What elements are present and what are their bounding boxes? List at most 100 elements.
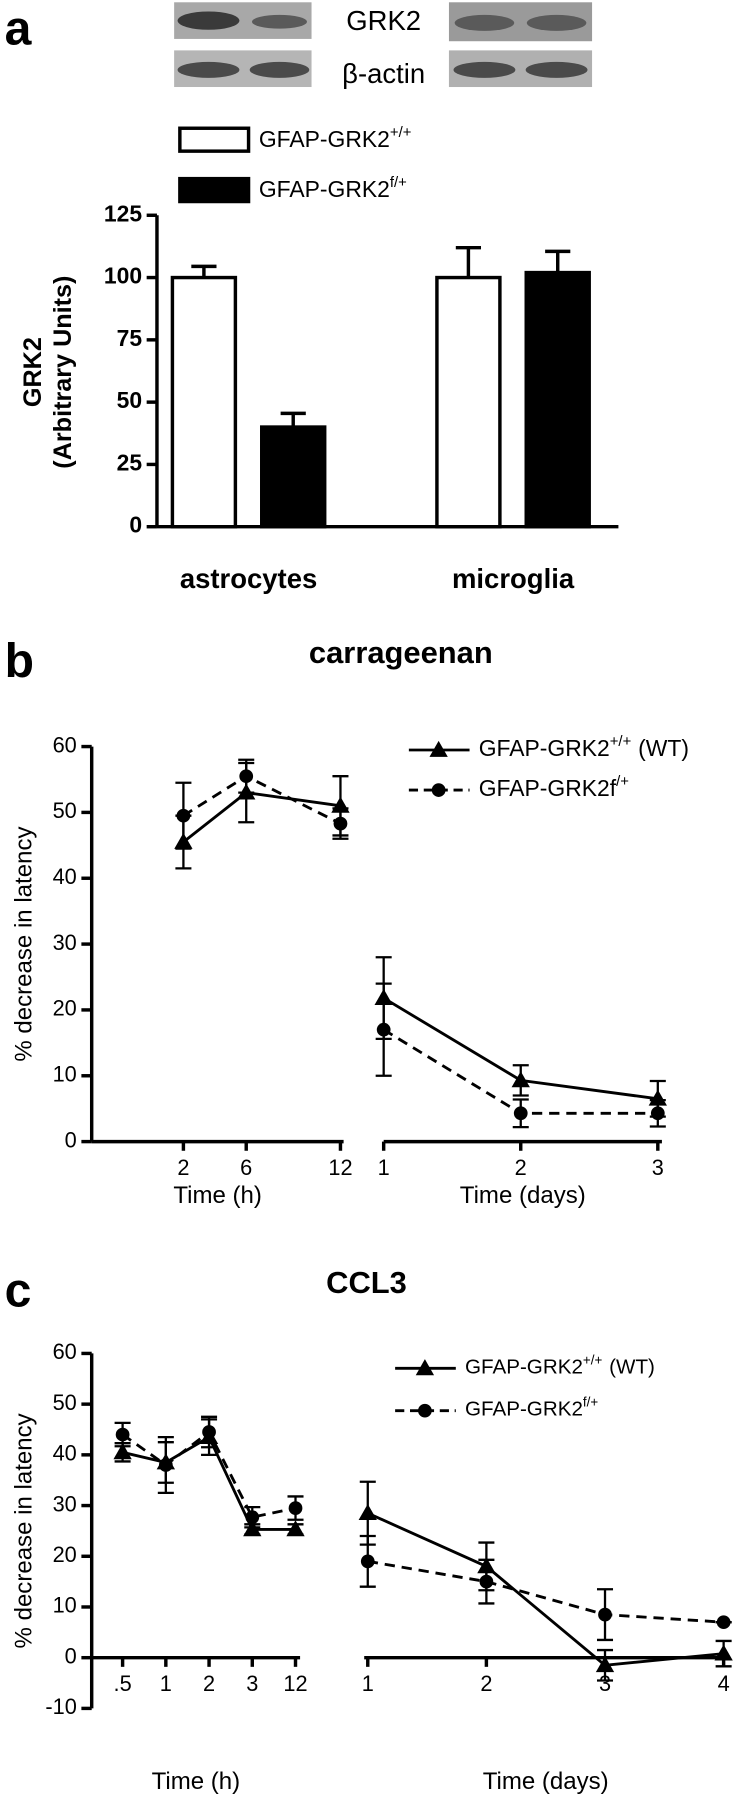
chart-title: CCL3 xyxy=(326,1265,407,1300)
legend-label: GFAP-GRK2f/+ xyxy=(479,774,629,801)
blot-band xyxy=(177,11,240,30)
circle-marker xyxy=(115,1427,130,1442)
legend-label: GFAP-GRK2+/+ (WT) xyxy=(465,1352,655,1379)
y-axis-title: (Arbitrary Units) xyxy=(49,276,77,469)
triangle-marker xyxy=(415,1359,435,1376)
x-tick-label: 12 xyxy=(283,1671,307,1696)
triangle-marker xyxy=(511,1071,530,1088)
legend-superscript: f/+ xyxy=(583,1394,598,1409)
y-tick-label: 75 xyxy=(117,325,143,351)
legend-superscript: +/+ xyxy=(390,125,412,141)
y-axis-title: GRK2 xyxy=(19,337,47,407)
circle-marker xyxy=(598,1607,612,1622)
series-line xyxy=(367,1559,724,1624)
y-tick-label: 50 xyxy=(53,798,77,823)
blot-label: β-actin xyxy=(342,58,425,89)
triangle-marker xyxy=(714,1644,733,1661)
x-tick-label: 4 xyxy=(718,1671,730,1696)
bar xyxy=(260,425,327,529)
blot-band xyxy=(453,61,516,78)
bar xyxy=(170,275,238,529)
legend-name: GFAP-GRK2 xyxy=(479,735,610,761)
y-tick-label: 125 xyxy=(104,200,142,226)
blot-band xyxy=(251,14,307,29)
legend-suffix: (WT) xyxy=(609,1356,655,1379)
blot-band xyxy=(525,61,588,78)
x-axis-title: Time (h) xyxy=(152,1768,241,1795)
triangle-marker xyxy=(286,1520,305,1537)
bar xyxy=(435,275,502,529)
x-tick-label: 6 xyxy=(240,1155,252,1180)
y-tick-label: 50 xyxy=(117,387,142,413)
x-tick-label: 3 xyxy=(652,1155,664,1180)
legend-label: GFAP-GRK2+/+ xyxy=(259,125,412,152)
x-axis-title: Time (days) xyxy=(483,1768,609,1795)
circle-marker xyxy=(202,1425,216,1439)
legend-superscript: f/+ xyxy=(390,175,407,191)
blot-band xyxy=(249,61,310,78)
bar xyxy=(524,270,591,529)
y-tick-label: 20 xyxy=(53,1542,77,1567)
blot-band xyxy=(526,14,587,31)
blot-band xyxy=(177,61,240,78)
series-line xyxy=(182,774,342,825)
circle-marker xyxy=(513,1106,528,1121)
circle-marker xyxy=(650,1106,665,1121)
y-tick-label: 0 xyxy=(65,1127,77,1152)
circle-marker xyxy=(158,1458,173,1472)
y-tick-label: 25 xyxy=(117,449,143,475)
circle-marker xyxy=(176,808,191,823)
y-tick-label: 0 xyxy=(129,512,142,538)
x-tick-label: 1 xyxy=(362,1671,374,1696)
y-tick-label: 30 xyxy=(53,1491,77,1516)
legend-name: GFAP-GRK2 xyxy=(259,126,390,152)
legend-name: GFAP-GRK2 xyxy=(465,1398,583,1421)
x-axis-title: Time (days) xyxy=(460,1182,586,1209)
x-tick-label: astrocytes xyxy=(180,563,317,594)
legend-name: GFAP-GRK2 xyxy=(465,1356,583,1379)
triangle-marker xyxy=(648,1089,667,1106)
legend-swatch xyxy=(178,176,251,204)
series-line xyxy=(367,1511,724,1667)
chart-title: carrageenan xyxy=(309,635,493,670)
x-tick-label: 3 xyxy=(599,1671,611,1696)
y-tick-label: 40 xyxy=(53,1441,77,1466)
legend-superscript: +/+ xyxy=(583,1352,603,1367)
series-line xyxy=(182,791,341,844)
legend-superscript: /+ xyxy=(616,774,629,790)
triangle-marker xyxy=(595,1656,615,1673)
blot-label: GRK2 xyxy=(346,5,421,36)
y-axis-title: % decrease in latency xyxy=(11,827,38,1062)
x-tick-label: microglia xyxy=(452,563,575,594)
circle-marker xyxy=(376,1022,391,1037)
y-tick-label: 60 xyxy=(53,732,77,757)
western-blot xyxy=(174,2,593,88)
panel-letter: c xyxy=(5,1264,32,1318)
legend-swatch xyxy=(178,126,251,153)
legend-label: GFAP-GRK2f/+ xyxy=(465,1394,598,1421)
panel-letter: a xyxy=(5,2,33,56)
circle-marker xyxy=(418,1403,432,1418)
x-tick-label: 1 xyxy=(160,1671,172,1696)
triangle-marker xyxy=(113,1443,132,1460)
circle-marker xyxy=(431,783,446,797)
circle-marker xyxy=(716,1615,731,1630)
blot-band xyxy=(454,14,515,31)
y-tick-label: 10 xyxy=(53,1593,77,1618)
x-tick-label: 2 xyxy=(177,1155,189,1180)
y-tick-label: 60 xyxy=(53,1339,77,1364)
legend-name: GFAP-GRK2 xyxy=(259,176,390,202)
circle-marker xyxy=(239,769,254,784)
legend-label: GFAP-GRK2f/+ xyxy=(259,175,407,202)
circle-marker xyxy=(479,1574,494,1589)
circle-marker xyxy=(333,816,348,831)
legend-superscript: +/+ xyxy=(610,734,632,750)
y-tick-label: 20 xyxy=(53,996,77,1021)
x-tick-label: 3 xyxy=(246,1671,258,1696)
y-axis-title: % decrease in latency xyxy=(11,1413,38,1648)
x-tick-label: 2 xyxy=(480,1671,492,1696)
triangle-marker xyxy=(358,1504,377,1521)
y-tick-label: 100 xyxy=(104,263,142,289)
